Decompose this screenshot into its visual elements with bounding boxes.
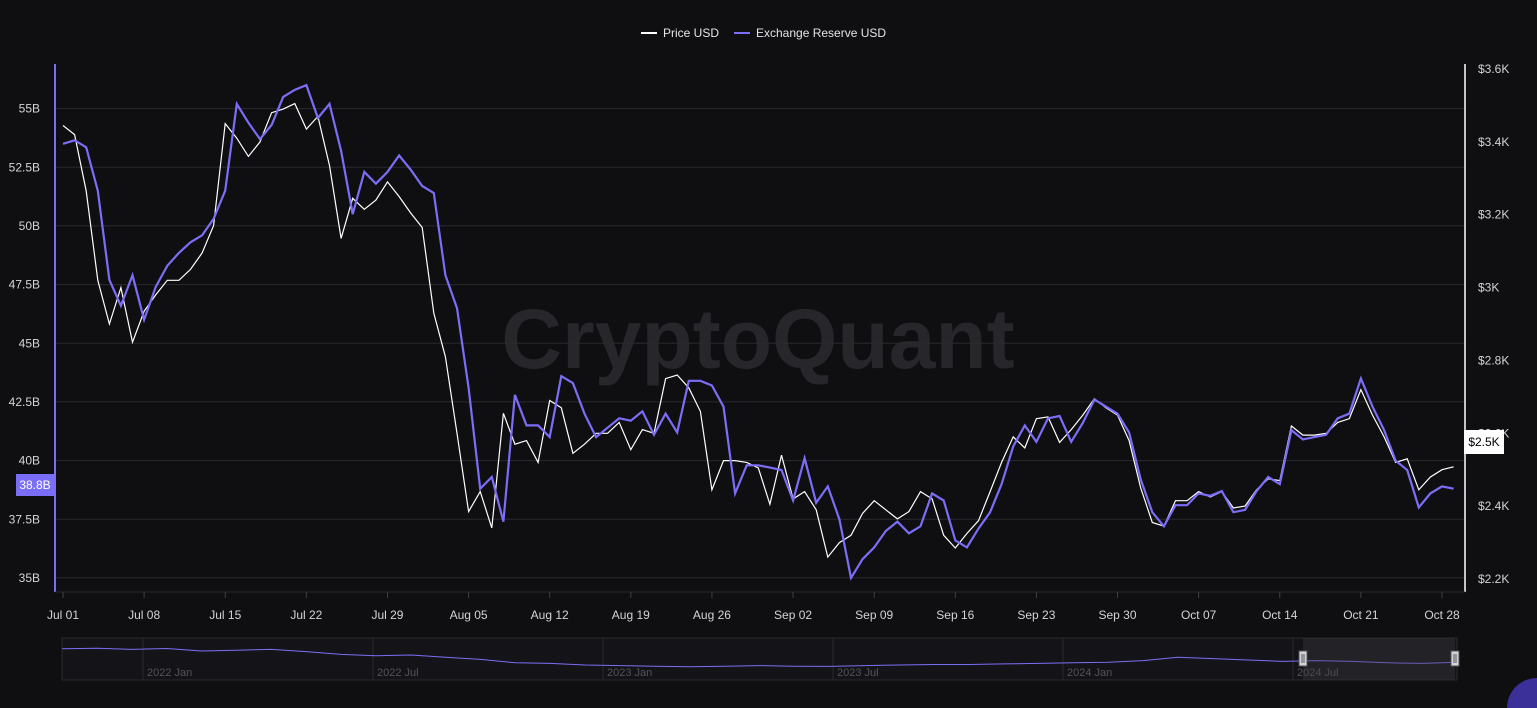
x-axis-tick-label: Oct 14 — [1262, 608, 1298, 622]
left-axis-tick-label: 47.5B — [9, 278, 40, 292]
navigator-frame — [61, 637, 1458, 681]
x-axis-ticks: Jul 01 Jul 08 Jul 15 Jul 22 Jul 29 Aug 05 Aug … — [47, 592, 1460, 622]
x-axis-tick-label: Oct 28 — [1424, 608, 1460, 622]
right-axis-tick-label: $3.6K — [1478, 62, 1509, 76]
x-axis-tick-label: Aug 19 — [612, 608, 650, 622]
x-axis-tick-label: Sep 09 — [855, 608, 893, 622]
x-axis-tick-label: Jul 15 — [209, 608, 241, 622]
navigator-label: 2023 Jan — [607, 667, 652, 679]
current-price-badge: $2.5K — [1464, 430, 1504, 454]
current-reserve-badge: 38.8B — [16, 474, 54, 496]
x-axis-tick-label: Aug 26 — [693, 608, 731, 622]
navigator-handle-right-body — [1450, 650, 1460, 667]
left-axis-tick-label: 45B — [19, 336, 40, 350]
left-axis-tick-label: 50B — [19, 219, 40, 233]
x-axis-tick-label: Jul 29 — [371, 608, 403, 622]
right-axis-tick-label: $2.2K — [1478, 572, 1509, 586]
navigator-handle-left-body — [1298, 650, 1308, 667]
left-axis-tick-label: 42.5B — [9, 395, 40, 409]
left-axis-ticks: 55B 52.5B 50B 47.5B 45B 42.5B 40B 37.5B 35B — [9, 102, 40, 585]
left-axis-tick-label: 37.5B — [9, 512, 40, 526]
navigator-gridlines — [142, 638, 1294, 680]
left-axis-tick-label: 35B — [19, 571, 40, 585]
navigator-labels: 2022 Jan 2022 Jul 2023 Jan 2023 Jul 2024 Jan… — [147, 667, 1339, 679]
chat-launcher-button[interactable] — [1507, 678, 1537, 708]
legend-item-reserve[interactable]: Exchange Reserve USD — [734, 26, 886, 40]
navigator-handle-left[interactable] — [1298, 650, 1308, 667]
navigator-selection[interactable] — [1303, 638, 1455, 680]
navigator[interactable]: 2022 Jan 2022 Jul 2023 Jan 2023 Jul 2024 Jan… — [61, 637, 1460, 681]
right-axis-tick-label: $2.4K — [1478, 499, 1509, 513]
right-axis-tick-label: $2.8K — [1478, 353, 1509, 367]
right-axis-ticks: $3.6K$3.4K$3.2K$3K$2.8K$2.6K$2.4K$2.2K — [1478, 62, 1509, 586]
watermark: CryptoQuant — [501, 292, 1014, 386]
x-axis-tick-label: Jul 01 — [47, 608, 79, 622]
x-axis-tick-label: Oct 21 — [1343, 608, 1379, 622]
navigator-label: 2022 Jan — [147, 667, 192, 679]
right-axis-tick-label: $3K — [1478, 281, 1499, 295]
navigator-handle-right[interactable] — [1450, 650, 1460, 667]
left-axis-tick-label: 52.5B — [9, 160, 40, 174]
current-price-badge-bg — [1464, 430, 1504, 454]
x-axis-tick-label: Oct 07 — [1181, 608, 1217, 622]
current-reserve-badge-bg — [16, 474, 54, 496]
x-axis-tick-label: Sep 16 — [936, 608, 974, 622]
current-price-value: $2.5K — [1468, 435, 1499, 449]
x-axis-tick-label: Jul 08 — [128, 608, 160, 622]
x-axis-tick-label: Sep 23 — [1017, 608, 1055, 622]
navigator-series-line — [61, 647, 1458, 668]
legend-label-reserve: Exchange Reserve USD — [756, 26, 886, 40]
x-axis-tick-label: Jul 22 — [290, 608, 322, 622]
navigator-label: 2022 Jul — [377, 667, 419, 679]
series-line-reserve — [62, 83, 1454, 581]
right-axis-tick-label: $3.2K — [1478, 208, 1509, 222]
right-axis-tick-label: $3.4K — [1478, 135, 1509, 149]
legend: Price USD Exchange Reserve USD — [641, 26, 886, 40]
x-axis-tick-label: Sep 30 — [1099, 608, 1137, 622]
current-reserve-value: 38.8B — [19, 478, 50, 492]
navigator-label: 2024 Jan — [1067, 667, 1112, 679]
legend-label-price: Price USD — [663, 26, 719, 40]
x-axis-tick-label: Sep 02 — [774, 608, 812, 622]
gridlines — [55, 108, 1465, 579]
x-axis-tick-label: Aug 05 — [450, 608, 488, 622]
left-axis-tick-label: 40B — [19, 454, 40, 468]
legend-item-price[interactable]: Price USD — [641, 26, 719, 40]
x-axis-tick-label: Aug 12 — [531, 608, 569, 622]
navigator-label: 2023 Jul — [837, 667, 879, 679]
left-axis-tick-label: 55B — [19, 102, 40, 116]
navigator-label: 2024 Jul — [1297, 667, 1339, 679]
